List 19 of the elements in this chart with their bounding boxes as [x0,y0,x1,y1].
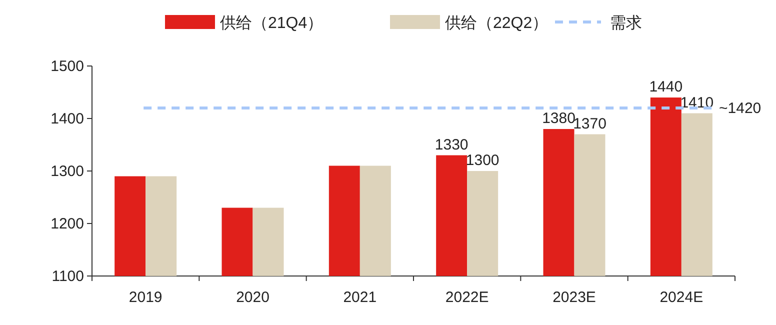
data-label: 1300 [466,152,500,169]
x-tick-label: 2021 [343,289,377,306]
x-tick-label: 2023E [552,289,596,306]
y-tick-label: 1300 [50,163,84,180]
y-tick-label: 1400 [50,110,84,128]
legend-label: 供给（22Q2） [445,15,548,32]
legend-label: 供给（21Q4） [220,15,324,32]
x-tick-label: 2019 [128,289,162,306]
x-tick-label: 2024E [660,289,704,306]
x-tick-label: 2022E [445,289,489,306]
y-tick-label: 1500 [50,58,84,75]
y-tick-label: 1200 [50,216,84,232]
x-tick-label: 2020 [236,289,270,306]
legend-label: 需求 [610,14,642,32]
data-label: 1440 [649,78,683,96]
data-label: 1380 [542,110,576,127]
data-label: 1330 [434,136,468,154]
y-tick-label: 1100 [52,268,84,285]
annotation: ~1420 [719,100,762,117]
